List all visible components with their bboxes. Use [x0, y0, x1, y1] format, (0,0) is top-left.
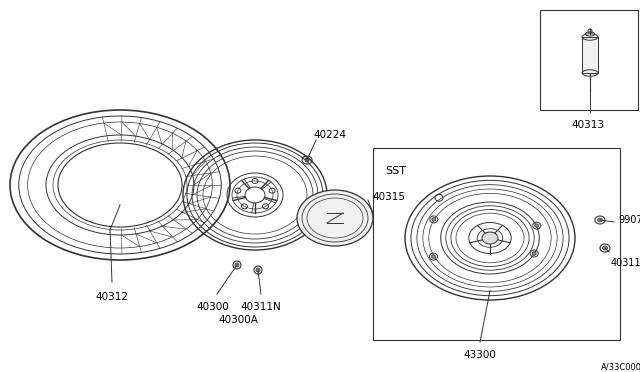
Ellipse shape [598, 218, 602, 222]
Text: SST: SST [385, 166, 406, 176]
Text: 40315: 40315 [372, 192, 405, 202]
Ellipse shape [535, 224, 539, 227]
Bar [373, 148, 620, 340]
Text: 40313: 40313 [572, 120, 605, 130]
Text: 40224: 40224 [314, 130, 346, 140]
Ellipse shape [235, 263, 239, 267]
Ellipse shape [305, 158, 309, 162]
Text: 40300A: 40300A [218, 315, 258, 325]
Text: 40312: 40312 [95, 292, 129, 302]
Text: 40300: 40300 [196, 302, 229, 312]
Bar [540, 10, 638, 110]
Text: 40311N: 40311N [611, 258, 640, 268]
Text: 43300: 43300 [463, 350, 497, 360]
Text: A/33C0009: A/33C0009 [601, 362, 640, 371]
Ellipse shape [432, 218, 436, 221]
Text: 40311N: 40311N [241, 302, 282, 312]
Ellipse shape [431, 255, 435, 259]
Ellipse shape [602, 246, 607, 250]
Text: 99073M: 99073M [618, 215, 640, 225]
Bar [582, 37, 598, 73]
Ellipse shape [297, 190, 373, 246]
Ellipse shape [256, 268, 260, 272]
Ellipse shape [482, 232, 498, 244]
Ellipse shape [532, 252, 536, 255]
